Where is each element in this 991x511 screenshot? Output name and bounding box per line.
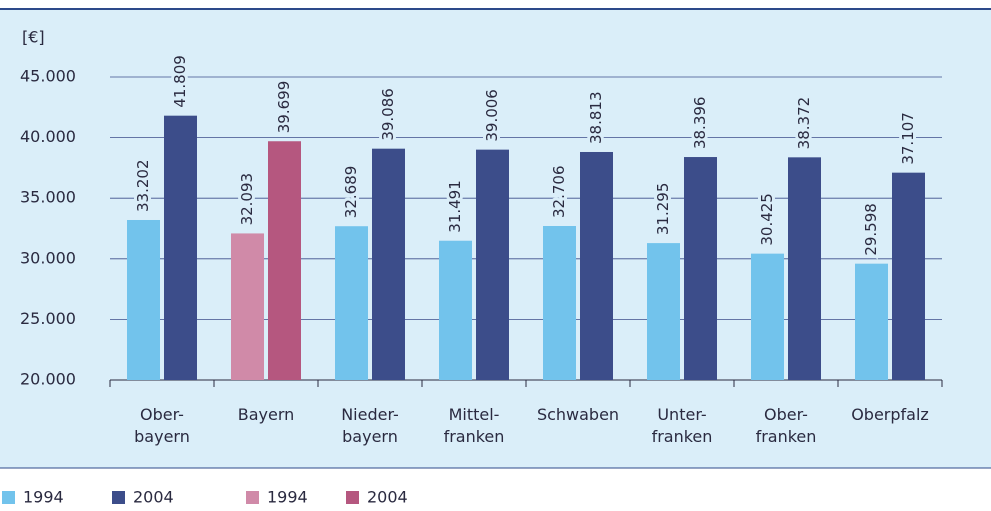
bar	[372, 148, 405, 380]
y-tick-label: 25.000	[20, 309, 76, 328]
bar	[268, 141, 301, 380]
data-label: 38.372	[795, 97, 813, 150]
bar	[231, 233, 264, 380]
y-tick-label: 20.000	[20, 370, 76, 389]
bar	[855, 263, 888, 380]
bar	[164, 115, 197, 380]
bar	[580, 151, 613, 380]
data-label: 31.295	[654, 183, 672, 236]
data-label: 38.813	[587, 91, 605, 144]
bar	[647, 243, 680, 380]
y-tick-label: 35.000	[20, 188, 76, 207]
data-label: 37.107	[899, 112, 917, 165]
bar	[439, 240, 472, 380]
x-tick-label: Ober- franken	[755, 405, 817, 446]
bar	[788, 157, 821, 380]
data-label: 41.809	[171, 55, 189, 108]
bar	[892, 172, 925, 380]
y-tick-label: 30.000	[20, 248, 76, 267]
data-label: 33.202	[134, 159, 152, 212]
bar	[751, 253, 784, 380]
data-label: 32.706	[550, 166, 568, 219]
bar	[335, 226, 368, 380]
data-label: 32.093	[238, 173, 256, 226]
legend-label: 2004	[133, 488, 174, 507]
y-axis-label: [€]	[22, 28, 45, 47]
bar	[684, 157, 717, 380]
legend-label: 1994	[267, 488, 308, 507]
data-label: 39.006	[483, 89, 501, 142]
data-label: 39.699	[275, 81, 293, 134]
data-label: 38.396	[691, 97, 709, 150]
legend-swatch	[346, 491, 359, 504]
data-label: 31.491	[446, 180, 464, 233]
x-tick-label: Mittel- franken	[443, 405, 505, 446]
bar	[476, 149, 509, 380]
legend-label: 1994	[23, 488, 64, 507]
x-tick-label: Unter- franken	[651, 405, 713, 446]
data-label: 39.086	[379, 88, 397, 141]
legend-swatch	[112, 491, 125, 504]
bar	[543, 226, 576, 380]
x-tick-label: Ober- bayern	[134, 405, 190, 446]
data-label: 29.598	[862, 203, 880, 256]
y-tick-label: 40.000	[20, 127, 76, 146]
data-label: 32.689	[342, 166, 360, 219]
legend-swatch	[246, 491, 259, 504]
y-tick-label: 45.000	[20, 67, 76, 86]
x-tick-label: Bayern	[237, 405, 295, 424]
x-tick-label: Oberpfalz	[851, 405, 929, 424]
legend-label: 2004	[367, 488, 408, 507]
x-tick-label: Nieder- bayern	[341, 405, 399, 446]
legend-swatch	[2, 491, 15, 504]
x-tick-label: Schwaben	[536, 405, 620, 424]
data-label: 30.425	[758, 193, 776, 246]
bar	[127, 219, 160, 380]
